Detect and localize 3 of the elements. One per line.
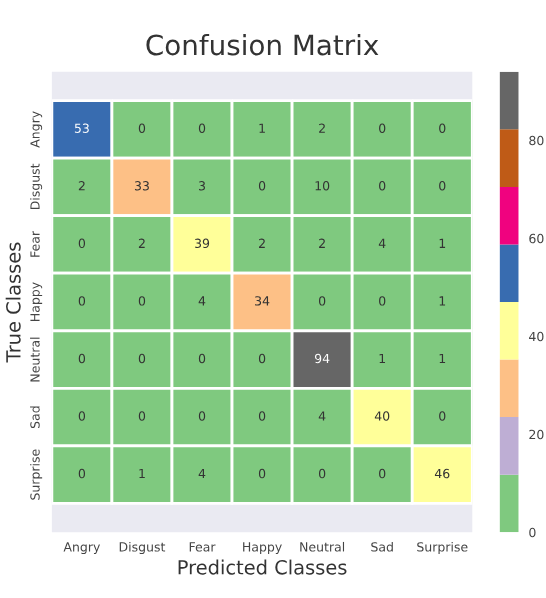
x-axis-title: Predicted Classes bbox=[178, 559, 347, 575]
y-axis-title: True Classes bbox=[5, 242, 21, 363]
chart-title: Confusion Matrix bbox=[146, 33, 379, 56]
